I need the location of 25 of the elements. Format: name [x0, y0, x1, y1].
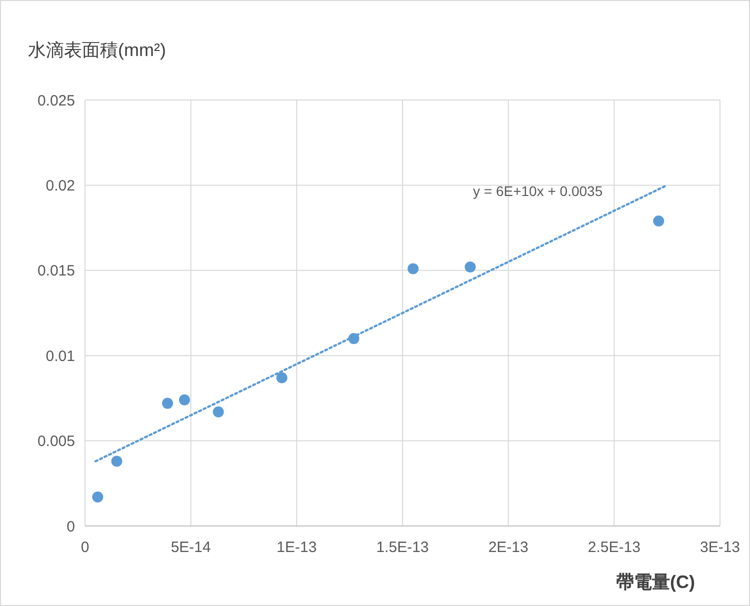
y-tick-label: 0.015: [37, 262, 75, 280]
point: [111, 456, 122, 467]
x-axis-title: 帶電量(C): [615, 572, 695, 592]
x-tick-label: 2.5E-13: [588, 539, 640, 556]
y-tick-label: 0.01: [46, 348, 75, 365]
y-tick-label: 0.025: [37, 92, 75, 110]
y-tick-label: 0.02: [46, 177, 75, 194]
point: [212, 406, 224, 418]
x-tick-label: 1.5E-13: [376, 539, 429, 556]
point: [178, 394, 190, 406]
point: [162, 398, 174, 409]
point: [464, 261, 476, 272]
x-tick-label: 3E-13: [700, 539, 740, 556]
annotation: y = 6E+10x + 0.0035: [473, 183, 603, 199]
y-tick-label: 0: [66, 518, 75, 536]
point: [653, 215, 664, 226]
x-tick-label: 2E-13: [488, 539, 528, 556]
point: [92, 492, 104, 503]
x-tick-label: 5E-14: [170, 539, 211, 556]
y-tick-label: 0.005: [37, 433, 75, 450]
y-axis-title: 水滴表面積(mm²): [28, 40, 166, 60]
x-tick-label: 0: [80, 539, 90, 556]
point: [408, 263, 419, 274]
x-tick-label: 1E-13: [276, 539, 317, 556]
point: [276, 372, 288, 384]
